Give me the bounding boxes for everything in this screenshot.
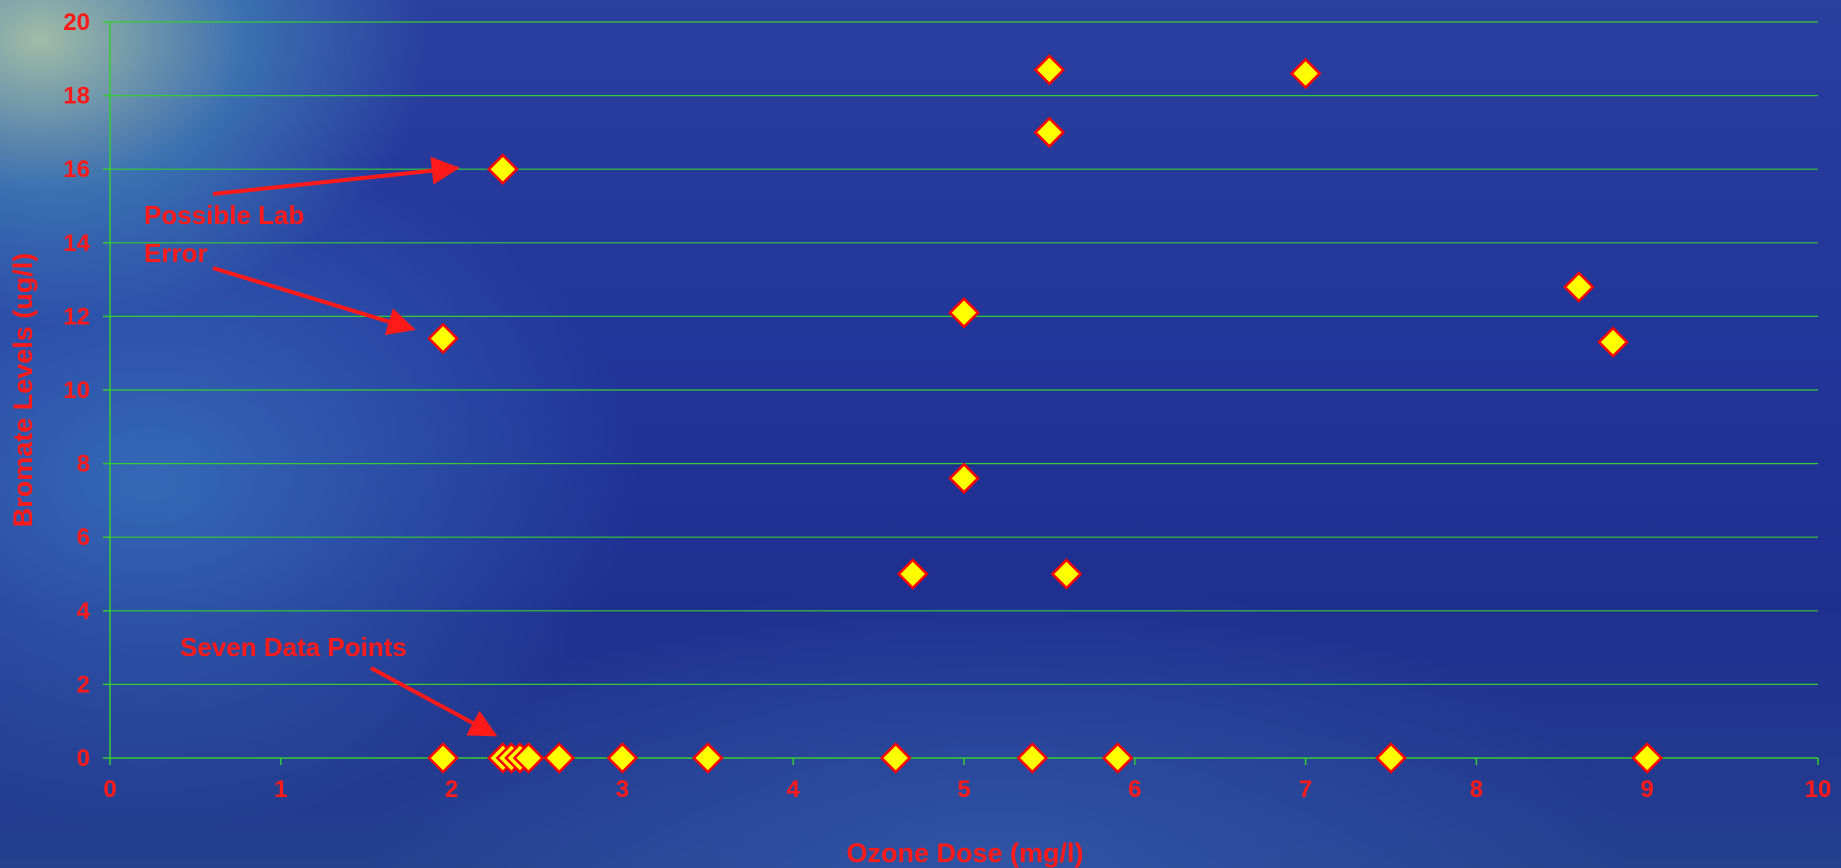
axes xyxy=(103,21,1819,765)
y-tick-label: 0 xyxy=(77,745,90,772)
data-point xyxy=(1289,57,1322,90)
x-axis-title: Ozone Dose (mg/l) xyxy=(846,838,1083,868)
data-point xyxy=(896,558,929,590)
annotations: Possible Lab Error Seven Data Points xyxy=(144,156,498,737)
data-point xyxy=(1631,742,1663,774)
data-point xyxy=(948,296,980,329)
x-tick-label: 5 xyxy=(957,776,970,803)
arrow-to-upper-outlier xyxy=(212,156,460,196)
data-points xyxy=(427,54,1663,774)
data-point xyxy=(512,742,545,774)
y-tick-label: 2 xyxy=(77,671,90,698)
arrow-to-lower-outlier xyxy=(212,266,416,336)
data-point xyxy=(1033,54,1066,86)
data-point xyxy=(427,322,459,355)
data-point xyxy=(1016,742,1049,774)
data-point xyxy=(427,742,459,774)
y-tick-label: 20 xyxy=(63,9,90,36)
gridlines xyxy=(110,21,1818,686)
y-tick-label: 4 xyxy=(77,598,91,625)
x-tick-label: 4 xyxy=(787,776,801,803)
x-tick-label: 2 xyxy=(445,776,458,803)
arrow-to-seven-points xyxy=(370,666,498,737)
x-tick-label: 8 xyxy=(1470,776,1483,803)
x-tick-label: 10 xyxy=(1805,776,1832,803)
x-tick-labels: 0 1 2 3 4 5 6 7 8 9 10 xyxy=(103,776,1831,803)
data-point xyxy=(1101,742,1134,774)
x-tick-label: 0 xyxy=(103,776,116,803)
annotation-possible-lab-error-line1: Possible Lab xyxy=(144,200,304,230)
y-tick-label: 16 xyxy=(63,156,90,183)
x-tick-label: 6 xyxy=(1128,776,1141,803)
data-point xyxy=(487,153,519,185)
data-point xyxy=(879,742,912,774)
data-point xyxy=(692,742,724,774)
data-point xyxy=(1375,742,1407,774)
data-point xyxy=(606,742,639,774)
y-tick-labels: 0 2 4 6 8 10 12 14 16 18 20 xyxy=(63,9,90,772)
x-tick-label: 1 xyxy=(274,776,287,803)
annotation-seven-data-points: Seven Data Points xyxy=(180,632,407,662)
data-point xyxy=(948,462,980,495)
data-point xyxy=(543,742,575,774)
x-tick-label: 3 xyxy=(616,776,629,803)
y-tick-label: 8 xyxy=(77,451,90,478)
x-tick-label: 7 xyxy=(1299,776,1312,803)
y-axis-title: Bromate Levels (ug/l) xyxy=(8,253,38,528)
x-tick-label: 9 xyxy=(1641,776,1654,803)
y-tick-label: 18 xyxy=(63,83,90,110)
y-tick-label: 12 xyxy=(63,303,90,330)
annotation-possible-lab-error-line2: Error xyxy=(144,238,208,268)
data-point xyxy=(1563,271,1595,303)
data-point xyxy=(1597,326,1629,358)
y-tick-label: 10 xyxy=(63,377,90,404)
y-tick-label: 6 xyxy=(77,524,90,551)
data-point xyxy=(1050,558,1083,590)
y-tick-label: 14 xyxy=(63,230,90,257)
data-point xyxy=(1033,116,1066,149)
